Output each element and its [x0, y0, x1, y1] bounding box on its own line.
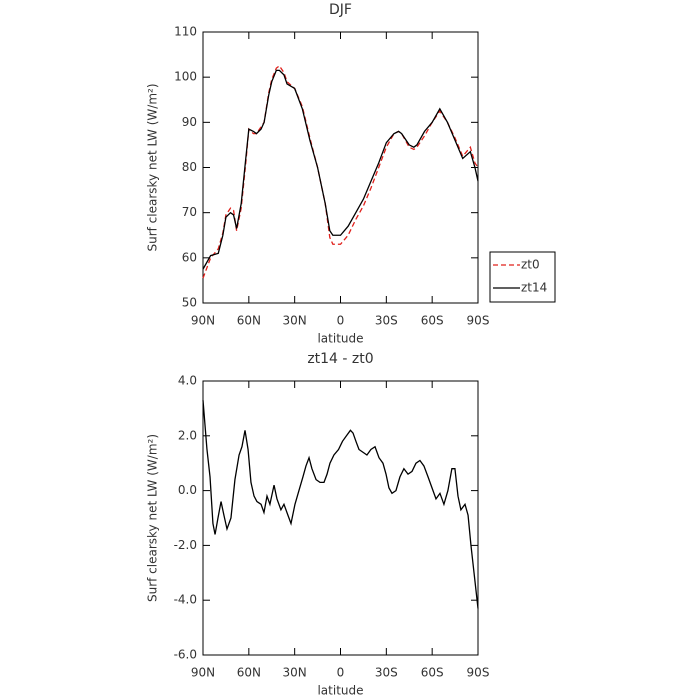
y-tick-label: -2.0: [174, 538, 197, 552]
x-tick-label: 60S: [421, 314, 444, 328]
y-tick-label: 80: [182, 160, 197, 174]
x-tick-label: 30S: [375, 314, 398, 328]
legend-box: [489, 251, 556, 303]
legend: zt0 zt14: [489, 251, 556, 303]
plot-frame: [202, 380, 479, 656]
y-tick-label: 90: [182, 115, 197, 129]
y-axis-label: Surf clearsky net LW (W/m²): [146, 434, 160, 602]
y-tick-label: 70: [182, 205, 197, 219]
data-line: [202, 69, 479, 270]
chart-title: zt14 - zt0: [307, 351, 373, 367]
x-tick-label: 90S: [467, 314, 490, 328]
data-line: [202, 400, 479, 609]
legend-label: zt14: [521, 281, 547, 295]
y-tick-label: 50: [182, 296, 197, 310]
chart-title: DJF: [329, 2, 352, 18]
x-tick-label: 90N: [191, 666, 215, 680]
y-tick-label: 4.0: [178, 374, 197, 388]
y-tick-label: -4.0: [174, 593, 197, 607]
y-tick-label: 110: [174, 25, 197, 39]
x-tick-label: 30S: [375, 666, 398, 680]
y-tick-label: 100: [174, 70, 197, 84]
x-tick-label: 90N: [191, 314, 215, 328]
y-tick-label: 2.0: [178, 428, 197, 442]
x-tick-label: 0: [337, 666, 345, 680]
legend-label: zt0: [521, 258, 540, 272]
x-tick-label: 30N: [283, 314, 307, 328]
x-tick-label: 60S: [421, 666, 444, 680]
y-axis-label: Surf clearsky net LW (W/m²): [146, 83, 160, 251]
x-tick-label: 60N: [237, 666, 261, 680]
x-tick-label: 90S: [467, 666, 490, 680]
x-tick-label: 30N: [283, 666, 307, 680]
x-axis-label: latitude: [317, 684, 363, 698]
y-tick-label: 60: [182, 250, 197, 264]
x-tick-label: 0: [337, 314, 345, 328]
y-tick-label: 0.0: [178, 483, 197, 497]
x-tick-label: 60N: [237, 314, 261, 328]
y-tick-label: -6.0: [174, 648, 197, 662]
x-axis-label: latitude: [317, 332, 363, 346]
